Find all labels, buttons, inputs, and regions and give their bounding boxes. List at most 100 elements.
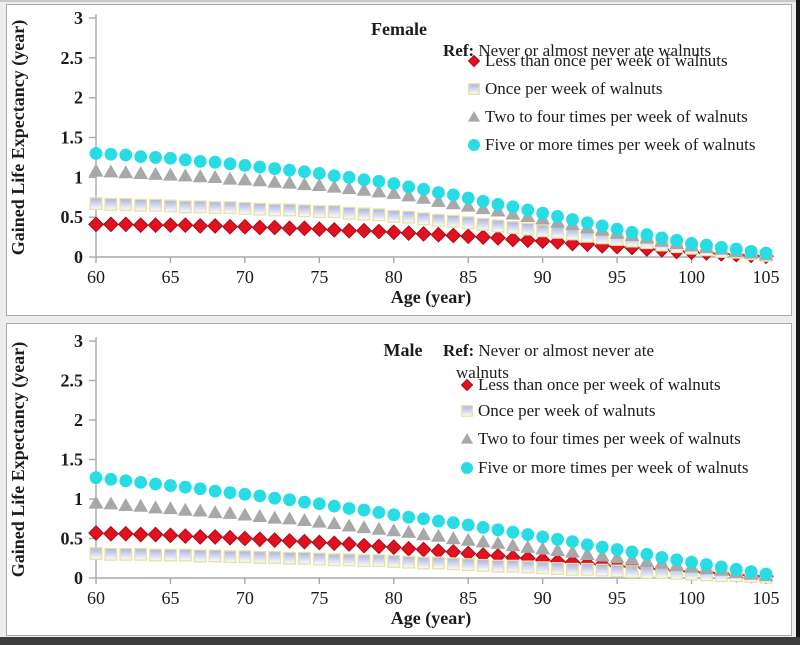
data-point xyxy=(162,527,179,544)
data-point xyxy=(117,216,134,233)
data-point xyxy=(506,221,520,234)
data-point xyxy=(208,155,222,169)
x-tick-label: 75 xyxy=(310,267,328,287)
data-point xyxy=(178,200,192,214)
data-point xyxy=(88,525,104,541)
data-point xyxy=(610,564,624,578)
data-point xyxy=(356,182,372,196)
y-tick-label: 2.5 xyxy=(61,371,84,391)
data-point xyxy=(609,550,625,564)
data-point xyxy=(281,220,298,237)
data-point xyxy=(326,222,343,238)
data-point xyxy=(282,175,297,189)
data-point xyxy=(461,216,475,230)
data-point xyxy=(460,532,476,546)
data-point xyxy=(566,535,579,549)
data-point xyxy=(149,477,162,491)
x-tick-label: 100 xyxy=(678,267,705,287)
data-point xyxy=(370,538,387,555)
data-point xyxy=(208,549,222,563)
data-point xyxy=(253,202,267,216)
data-point xyxy=(119,547,133,561)
x-tick-label: 80 xyxy=(385,267,403,287)
triangle-icon xyxy=(460,433,474,444)
male-chart: 0 0.5 1 1.5 2 2.5 3 60 65 70 75 80 85 90 95 100 105 Age (… xyxy=(8,331,780,629)
circle-icon xyxy=(468,139,480,151)
tick-labels: 0 0.5 1 1.5 2 2.5 3 60 65 70 75 80 85 90 95 100 105 xyxy=(61,331,780,608)
data-point xyxy=(193,155,207,168)
data-point xyxy=(521,528,535,541)
data-point xyxy=(357,207,371,221)
data-point xyxy=(341,181,357,195)
data-point xyxy=(238,158,252,172)
data-point xyxy=(149,151,162,164)
data-point xyxy=(491,559,505,573)
data-point xyxy=(431,193,446,207)
data-point xyxy=(759,567,773,581)
data-point xyxy=(223,201,237,215)
data-point xyxy=(267,510,283,524)
data-point xyxy=(476,558,490,572)
data-point xyxy=(163,167,178,181)
data-point xyxy=(387,177,401,191)
series-circle xyxy=(89,147,773,260)
data-point xyxy=(104,547,118,561)
data-point xyxy=(162,217,179,234)
data-point xyxy=(89,147,103,160)
data-point xyxy=(655,231,669,245)
data-point xyxy=(580,562,594,576)
data-point xyxy=(356,222,372,239)
data-point xyxy=(729,562,743,576)
data-point xyxy=(580,216,594,230)
data-point xyxy=(118,498,134,511)
data-point xyxy=(132,526,149,543)
data-point xyxy=(223,157,237,171)
data-point xyxy=(327,205,341,219)
data-point xyxy=(416,527,431,541)
data-point xyxy=(177,502,193,516)
data-point xyxy=(386,185,402,199)
data-point xyxy=(208,201,222,215)
data-point xyxy=(402,510,416,524)
circle-icon xyxy=(461,462,473,474)
data-point xyxy=(402,210,416,224)
data-point xyxy=(178,548,192,562)
data-point xyxy=(341,518,357,532)
data-point xyxy=(476,217,490,231)
x-tick-label: 80 xyxy=(385,588,403,608)
data-point xyxy=(670,553,684,567)
data-point xyxy=(400,540,417,557)
data-point xyxy=(134,547,148,561)
data-point xyxy=(402,555,416,569)
data-point xyxy=(163,501,178,515)
data-point xyxy=(387,554,401,568)
data-point xyxy=(564,235,581,252)
x-tick-label: 100 xyxy=(678,588,705,608)
data-point xyxy=(298,495,311,509)
data-point xyxy=(519,232,536,249)
x-tick-label: 85 xyxy=(459,267,477,287)
data-point xyxy=(372,506,386,519)
x-tick-label: 75 xyxy=(310,588,328,608)
data-point xyxy=(580,538,594,552)
data-point xyxy=(432,514,445,528)
data-point xyxy=(431,528,446,542)
legend-item: Once per week of walnuts xyxy=(461,401,656,420)
legend-ref-line: Ref: Never or almost never ate walnuts xyxy=(443,41,711,60)
data-point xyxy=(266,532,283,548)
data-point xyxy=(312,205,326,219)
x-tick-label: 60 xyxy=(87,588,105,608)
male-chart-panel: 0 0.5 1 1.5 2 2.5 3 60 65 70 75 80 85 90 95 100 105 Age (… xyxy=(6,323,792,636)
data-point xyxy=(536,206,550,220)
data-point xyxy=(327,499,341,513)
data-point xyxy=(521,222,535,236)
data-point xyxy=(268,203,282,217)
data-point xyxy=(372,554,386,568)
data-point xyxy=(104,147,118,161)
legend-item: Less than once per week of walnuts xyxy=(460,375,721,394)
data-point xyxy=(431,213,445,227)
data-point xyxy=(134,476,148,489)
series-circle xyxy=(89,471,773,581)
data-point xyxy=(326,535,343,552)
data-point xyxy=(223,550,237,564)
